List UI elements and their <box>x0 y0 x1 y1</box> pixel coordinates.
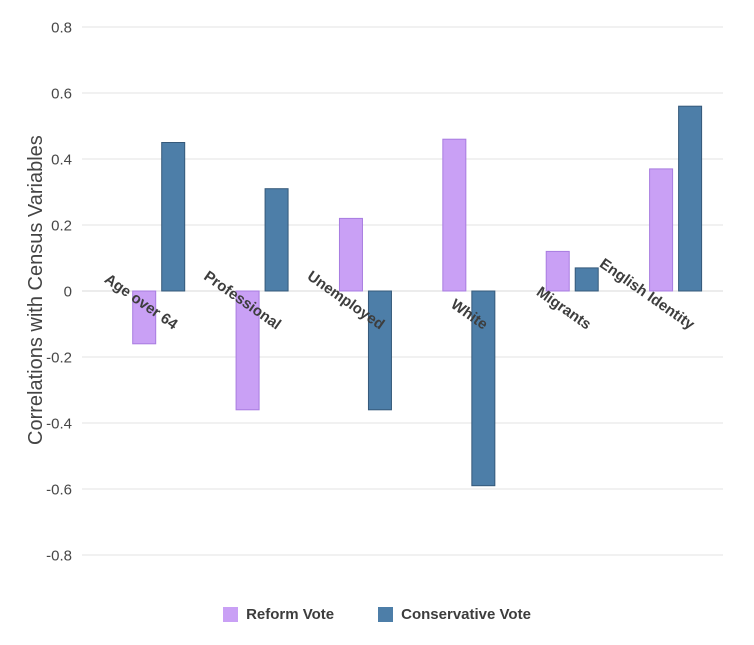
svg-text:0.6: 0.6 <box>51 86 72 103</box>
svg-text:0.2: 0.2 <box>51 218 72 235</box>
svg-text:0: 0 <box>64 284 72 301</box>
svg-text:-0.6: -0.6 <box>46 482 72 499</box>
svg-text:0.8: 0.8 <box>51 20 72 37</box>
svg-text:-0.2: -0.2 <box>46 350 72 367</box>
svg-text:0.4: 0.4 <box>51 152 72 169</box>
svg-text:-0.4: -0.4 <box>46 416 72 433</box>
svg-text:-0.8: -0.8 <box>46 548 72 565</box>
